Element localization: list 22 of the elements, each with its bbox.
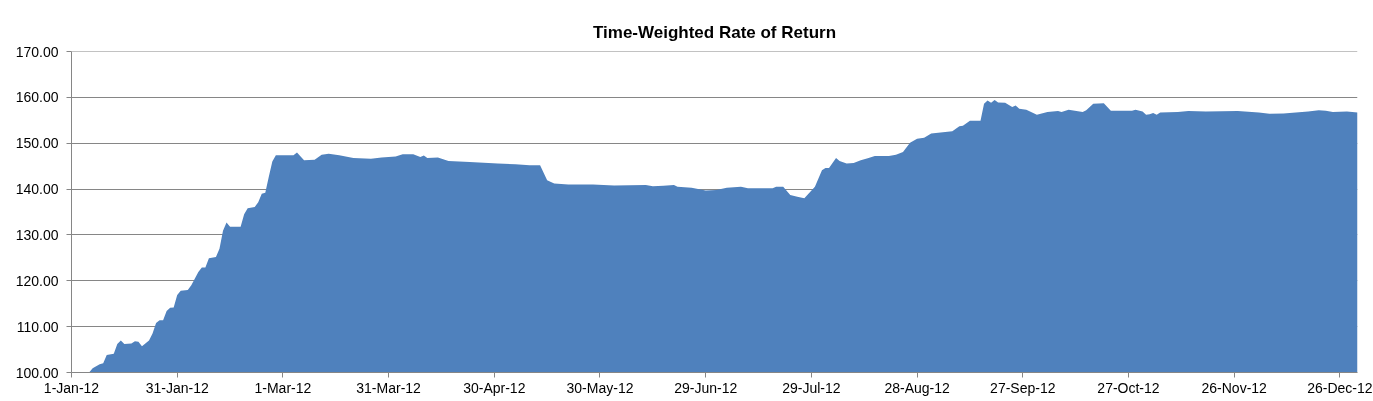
chart-title: Time-Weighted Rate of Return (592, 22, 837, 42)
y-tick-label: 140.00 (15, 181, 59, 198)
x-tick-label: 1-Jan-12 (43, 379, 100, 396)
y-tick-label: 170.00 (15, 43, 59, 60)
x-tick-label: 1-Mar-12 (254, 379, 312, 396)
x-tick-label: 29-Jul-12 (782, 379, 841, 396)
x-tick-label: 26-Dec-12 (1307, 379, 1373, 396)
x-tick-label: 30-Apr-12 (463, 379, 526, 396)
y-tick-label: 100.00 (15, 364, 59, 381)
y-tick-label: 150.00 (15, 135, 59, 152)
y-tick-label: 120.00 (15, 272, 59, 289)
x-tick-label: 31-Mar-12 (356, 379, 422, 396)
x-tick-label: 27-Sep-12 (990, 379, 1056, 396)
x-tick-label: 31-Jan-12 (145, 379, 209, 396)
x-tick-label: 27-Oct-12 (1097, 379, 1160, 396)
y-tick-label: 130.00 (15, 226, 59, 243)
y-tick-label: 110.00 (16, 318, 59, 335)
x-tick-label: 26-Nov-12 (1201, 379, 1268, 396)
x-tick-label: 29-Jun-12 (674, 379, 738, 396)
x-tick-label: 28-Aug-12 (884, 379, 950, 396)
y-tick-label: 160.00 (15, 89, 59, 106)
x-tick-label: 30-May-12 (566, 379, 634, 396)
